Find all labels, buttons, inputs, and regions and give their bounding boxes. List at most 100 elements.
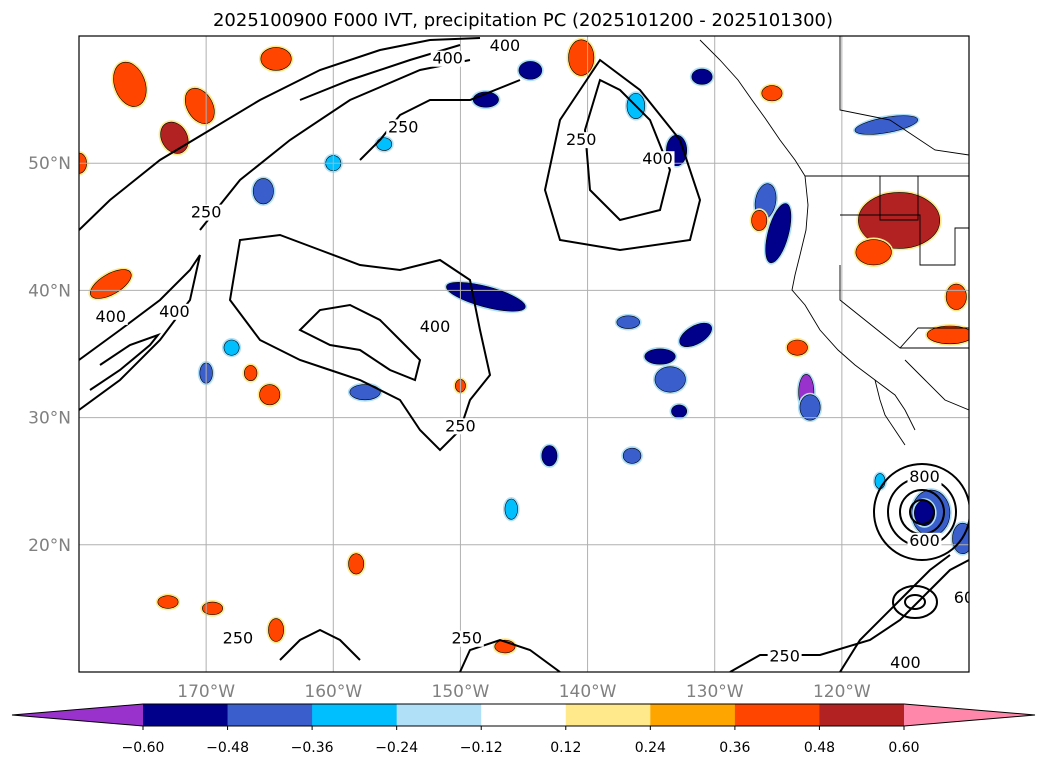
border-states-mid bbox=[840, 214, 969, 266]
precip-patch-core bbox=[945, 283, 967, 310]
precip-patch bbox=[652, 364, 688, 395]
contour-label-bg bbox=[487, 37, 522, 54]
contour-storm-2-inner bbox=[904, 594, 927, 610]
precip-patch-core bbox=[799, 394, 821, 421]
precip-patch-core bbox=[157, 595, 179, 609]
lon-tick-label: 160°W bbox=[304, 682, 362, 702]
contour-label-bg bbox=[418, 319, 452, 336]
contour-label-bg bbox=[430, 50, 465, 67]
contour-label: 250 bbox=[769, 647, 800, 666]
contour-label: 250 bbox=[191, 203, 222, 222]
precip-patch bbox=[258, 45, 294, 73]
precip-patch bbox=[944, 282, 969, 312]
contour-label-bg bbox=[767, 648, 802, 665]
precip-patch bbox=[797, 392, 823, 423]
contour-label-bg bbox=[386, 119, 421, 136]
precip-patch bbox=[614, 313, 642, 331]
precip-patch-core bbox=[223, 339, 240, 356]
contour-label: 250 bbox=[452, 629, 483, 648]
precip-patch bbox=[759, 83, 785, 103]
contour-250-loop-east bbox=[543, 58, 702, 252]
lat-tick-label: 20°N bbox=[28, 536, 71, 556]
contour-label: 400 bbox=[159, 302, 190, 321]
precip-patch-core bbox=[761, 85, 783, 102]
lon-tick-label: 150°W bbox=[432, 682, 490, 702]
precip-patch bbox=[516, 59, 544, 82]
longitude-labels: 170°W 160°W 150°W 140°W 130°W 120°W bbox=[177, 682, 871, 702]
contour-label: 400 bbox=[490, 36, 521, 55]
precip-patch-core bbox=[268, 618, 285, 642]
colorbar-segment bbox=[227, 704, 313, 726]
precip-patch bbox=[444, 280, 528, 313]
colorbar-ticks: −0.60 −0.48 −0.36 −0.24 −0.12 0.12 0.24 0.36 0.4… bbox=[122, 726, 920, 756]
contour-400-southeast bbox=[839, 554, 951, 672]
precip-patch bbox=[266, 616, 286, 644]
contour-label: 250 bbox=[223, 629, 254, 648]
contour-label-bg bbox=[907, 532, 942, 549]
contour-label: 250 bbox=[445, 416, 476, 435]
precip-patch-core bbox=[854, 115, 918, 135]
precip-patch bbox=[221, 338, 242, 358]
colorbar-tick-label: −0.48 bbox=[206, 740, 249, 756]
precip-patch-core bbox=[260, 47, 292, 71]
contour-label-bg bbox=[952, 590, 969, 607]
coastlines bbox=[699, 36, 969, 446]
precip-patch bbox=[242, 363, 259, 383]
contour-label: 800 bbox=[909, 467, 940, 486]
precip-patch-core bbox=[765, 203, 792, 264]
precip-patch-core bbox=[691, 68, 713, 85]
precip-patch-core bbox=[376, 137, 393, 151]
contour-250-ridge bbox=[359, 79, 521, 161]
precip-patch-core bbox=[671, 404, 688, 418]
precip-patch-core bbox=[259, 384, 281, 406]
colorbar-tick-label: −0.12 bbox=[460, 740, 503, 756]
coastline-alaska-bc bbox=[699, 39, 806, 177]
contour-250-north-b bbox=[199, 59, 471, 231]
precip-patch-core bbox=[855, 239, 892, 266]
map-frame bbox=[78, 35, 970, 673]
contour-250-central bbox=[228, 233, 492, 452]
contour-label: 400 bbox=[96, 307, 127, 326]
contour-hurricane-3 bbox=[899, 489, 946, 535]
coastline-mexico bbox=[904, 359, 969, 411]
coastline-us-west bbox=[791, 175, 916, 431]
precip-patch bbox=[200, 600, 225, 617]
colorbar-tick-label: 0.60 bbox=[888, 740, 919, 756]
colorbar-segment bbox=[396, 704, 482, 726]
precip-patch bbox=[111, 60, 149, 109]
precip-patch bbox=[621, 446, 643, 466]
colorbar-segment bbox=[312, 704, 398, 726]
precip-patch bbox=[183, 86, 217, 126]
precip-patch-core bbox=[568, 39, 595, 76]
contour-label-bg bbox=[564, 132, 599, 149]
lon-tick-label: 170°W bbox=[177, 682, 235, 702]
precip-patch-core bbox=[349, 384, 381, 401]
map-background bbox=[79, 36, 969, 672]
precip-patch-core bbox=[541, 445, 558, 467]
precip-patch-core bbox=[644, 348, 676, 365]
contour-storm-2-outer bbox=[892, 585, 939, 619]
contour-label: 400 bbox=[642, 149, 673, 168]
colorbar-segment bbox=[650, 704, 736, 726]
precip-patch-core bbox=[679, 322, 712, 347]
precip-patch bbox=[346, 551, 366, 577]
precip-patch-core bbox=[348, 553, 365, 575]
chart-title: 2025100900 F000 IVT, precipitation PC (2… bbox=[213, 10, 833, 31]
contour-label-bg bbox=[640, 151, 675, 168]
contour-400-loop-east bbox=[583, 78, 672, 222]
precip-patch bbox=[642, 346, 678, 367]
precip-patch bbox=[749, 208, 769, 233]
colorbar-segment bbox=[481, 704, 567, 726]
precip-patch-core bbox=[184, 87, 215, 124]
precip-patch bbox=[502, 497, 520, 522]
precip-patch-core bbox=[622, 447, 642, 464]
precip-patch bbox=[257, 382, 282, 407]
precip-patch-core bbox=[751, 209, 768, 231]
contour-250-west bbox=[79, 254, 201, 411]
precip-patch-core bbox=[90, 269, 132, 299]
contour-hurricane-4 bbox=[909, 499, 936, 525]
contour-hurricane-2 bbox=[887, 477, 958, 547]
precip-patch-core bbox=[518, 61, 543, 80]
precip-patch bbox=[539, 443, 560, 468]
precip-patch bbox=[853, 113, 920, 137]
